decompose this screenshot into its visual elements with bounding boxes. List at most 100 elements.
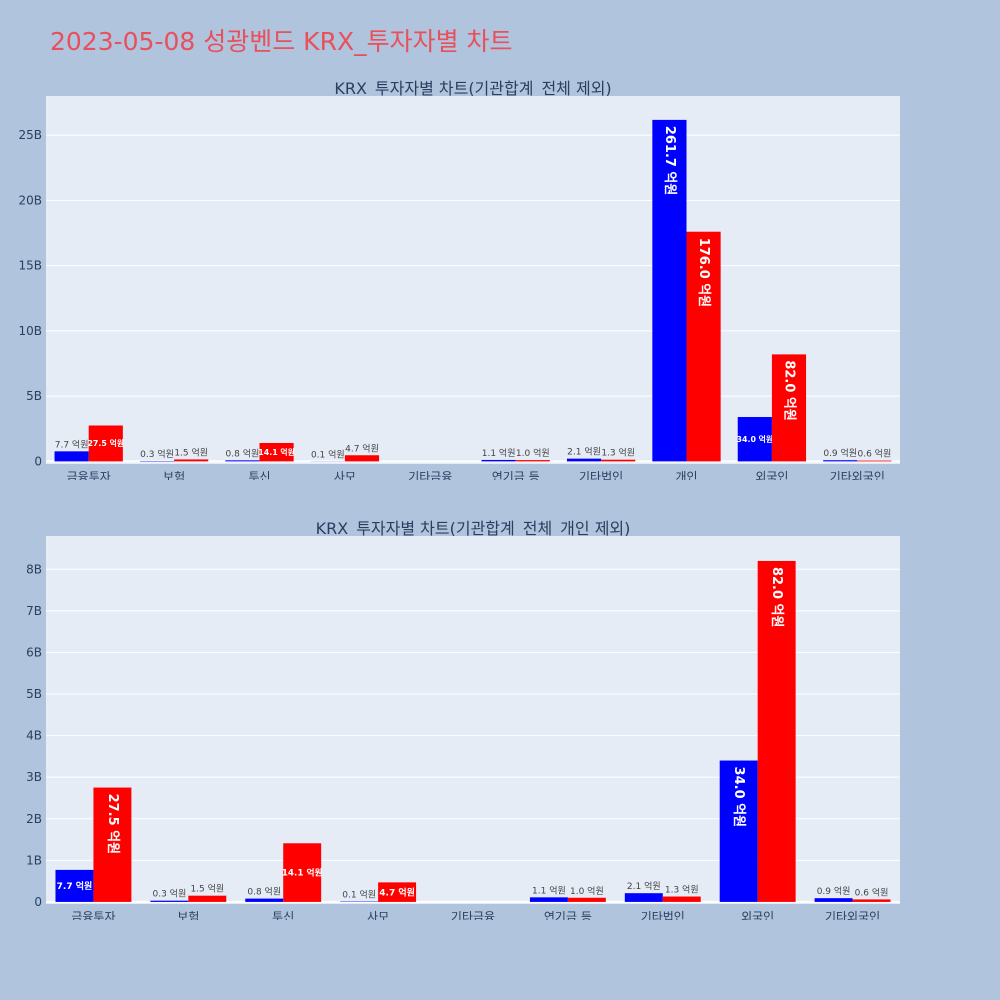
x-tick-label: 연기금 등 <box>544 910 592 920</box>
data-label: 2.1 억원 <box>567 446 601 458</box>
y-tick-label: 5B <box>26 687 42 701</box>
bar-buy <box>737 417 772 462</box>
data-label: 1.0 억원 <box>570 885 604 897</box>
y-tick-label: 5B <box>26 389 42 403</box>
y-tick-label: 15B <box>18 259 42 273</box>
data-label: 0.6 억원 <box>858 448 892 460</box>
data-label: 7.7 억원 <box>57 880 93 892</box>
investor-chart-excl-individual: KRX_투자자별 차트(기관합계_전체_개인 제외) 0 1B 2B 3B 4B 5B 6B 7… <box>26 519 900 920</box>
bar-buy <box>55 869 94 902</box>
page-title: 2023-05-08 성광벤드 KRX_투자자별 차트 <box>50 27 513 56</box>
data-label: 4.7 억원 <box>345 442 379 454</box>
data-label: 0.8 억원 <box>226 447 260 459</box>
x-tick-label: 기타법인 <box>579 470 623 480</box>
data-label: 34.0 억원 <box>737 434 774 444</box>
bar-buy <box>566 458 602 462</box>
y-tick-label: 3B <box>26 770 42 784</box>
bar-buy <box>481 459 516 462</box>
data-label: 1.5 억원 <box>174 446 208 458</box>
x-tick-label: 금융투자 <box>67 470 111 480</box>
bar-sell <box>93 787 132 902</box>
y-tick-label: 20B <box>18 193 42 207</box>
data-label: 0.9 억원 <box>823 447 857 459</box>
x-tick-label: 기타외국인 <box>825 910 880 920</box>
data-label: 4.7 억원 <box>379 886 415 898</box>
data-label: 2.1 억원 <box>627 880 661 892</box>
bar-sell <box>686 231 721 462</box>
investor-chart-all: KRX_투자자별 차트(기관합계_전체 제외) 0 5B 10B 15B 20B 25B 금융… <box>18 79 900 480</box>
bar-sell <box>259 442 294 462</box>
bar-sell <box>378 882 417 902</box>
x-tick-label: 개인 <box>675 470 697 480</box>
x-tick-label: 기타금융 <box>408 470 452 480</box>
data-label: 1.1 억원 <box>532 884 566 896</box>
bar-sell <box>662 896 701 902</box>
bar-buy <box>54 451 89 462</box>
data-label: 1.3 억원 <box>665 884 699 896</box>
bar-buy <box>719 760 758 902</box>
data-label: 1.1 억원 <box>482 447 516 459</box>
y-tick-label: 6B <box>26 645 42 659</box>
data-label: 1.0 억원 <box>516 447 550 459</box>
x-tick-label: 기타금융 <box>451 910 495 920</box>
x-tick-label: 기타외국인 <box>830 470 885 480</box>
y-tick-label: 0 <box>34 895 42 909</box>
bar-sell <box>771 354 807 462</box>
data-label: 0.3 억원 <box>140 448 174 460</box>
x-tick-label: 사모 <box>367 910 389 920</box>
data-label: 27.5 억원 <box>87 438 124 448</box>
data-label: 82.0 억원 <box>781 360 796 420</box>
bar-sell <box>601 459 636 462</box>
x-tick-label: 투신 <box>272 910 294 920</box>
x-tick-label: 투신 <box>248 470 270 480</box>
data-label: 0.3 억원 <box>152 888 186 900</box>
bar-buy <box>225 460 260 462</box>
bar-buy <box>245 898 284 902</box>
data-label: 0.8 억원 <box>247 886 281 898</box>
bar-buy <box>652 119 687 462</box>
data-label: 14.1 억원 <box>282 867 323 879</box>
data-label: 82.0 억원 <box>769 567 784 628</box>
y-tick-label: 25B <box>18 128 42 142</box>
x-tick-label: 금융투자 <box>71 910 115 920</box>
y-tick-label: 0 <box>34 454 42 468</box>
x-tick-label: 기타법인 <box>641 910 685 920</box>
bar-sell <box>174 459 209 462</box>
chart-title: KRX_투자자별 차트(기관합계_전체_개인 제외) <box>316 519 631 539</box>
data-label: 0.1 억원 <box>311 448 345 460</box>
y-tick-label: 4B <box>26 729 42 743</box>
data-label: 1.5 억원 <box>190 883 224 895</box>
y-tick-label: 7B <box>26 604 42 618</box>
data-label: 27.5 억원 <box>105 794 120 855</box>
x-tick-label: 외국인 <box>741 910 774 920</box>
y-tick-label: 1B <box>26 853 42 867</box>
data-label: 176.0 억원 <box>696 238 711 307</box>
bar-sell <box>852 899 891 902</box>
bar-sell <box>757 560 796 902</box>
bar-buy <box>529 897 568 902</box>
x-tick-label: 보험 <box>177 910 199 920</box>
x-tick-label: 보험 <box>163 470 185 480</box>
bar-sell <box>88 425 123 462</box>
bar-sell <box>283 843 322 902</box>
bar-buy <box>814 898 853 902</box>
y-tick-label: 2B <box>26 812 42 826</box>
x-tick-label: 연기금 등 <box>492 470 540 480</box>
data-label: 0.6 억원 <box>855 886 889 898</box>
y-tick-label: 8B <box>26 562 42 576</box>
bar-buy <box>150 900 189 902</box>
bar-buy <box>823 460 858 462</box>
data-label: 14.1 억원 <box>258 447 295 457</box>
bar-sell <box>344 455 380 462</box>
plot-area <box>46 96 900 464</box>
bar-sell <box>515 460 550 462</box>
bar-buy <box>624 893 663 902</box>
bar-sell <box>567 897 606 902</box>
data-label: 261.7 억원 <box>662 126 677 195</box>
x-tick-label: 외국인 <box>755 470 788 480</box>
data-label: 0.9 억원 <box>817 885 851 897</box>
x-tick-label: 사모 <box>334 470 356 480</box>
data-label: 1.3 억원 <box>601 447 635 459</box>
data-label: 7.7 억원 <box>55 438 89 450</box>
bar-sell <box>188 895 227 902</box>
